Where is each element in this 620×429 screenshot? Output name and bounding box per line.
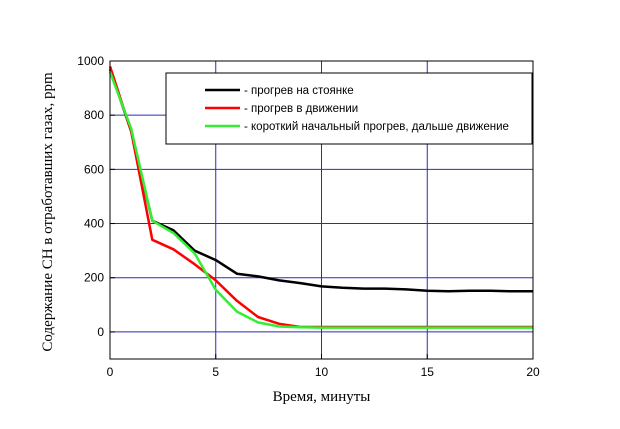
y-tick-label-1: 200 (84, 271, 104, 285)
y-tick-label-4: 800 (84, 108, 104, 122)
legend: - прогрев на стоянке - прогрев в движении… (165, 72, 533, 145)
series-layer (108, 66, 533, 329)
legend-label-2: - короткий начальный прогрев, дальше дви… (244, 121, 509, 133)
y-tick-label-5: 1000 (77, 54, 104, 68)
x-tick-label-2: 10 (315, 365, 329, 379)
y-tick-label-0: 0 (97, 325, 104, 339)
x-tick-label-4: 20 (526, 365, 540, 379)
y-tick-label-2: 400 (84, 217, 104, 231)
legend-label-1: - прогрев в движении (244, 103, 358, 115)
y-axis-title: Содержание CH в отработавших газах, ppm (40, 72, 56, 352)
y-tick-label-3: 600 (84, 162, 104, 176)
x-tick-label-3: 15 (421, 365, 435, 379)
x-tick-label-1: 5 (212, 365, 219, 379)
series-line-0 (108, 68, 533, 293)
x-tick-label-0: 0 (107, 365, 114, 379)
series-line-2 (108, 71, 533, 329)
x-axis-title: Время, минуты (273, 389, 371, 405)
legend-label-0: - прогрев на стоянке (244, 85, 354, 97)
